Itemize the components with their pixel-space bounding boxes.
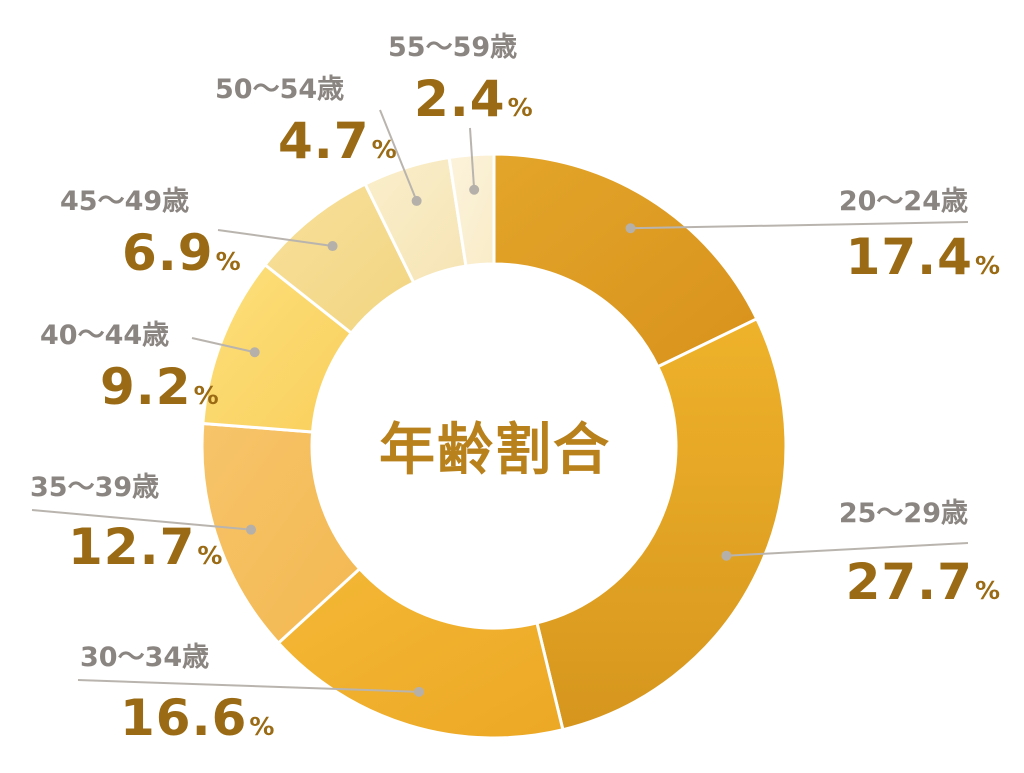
chart-title: 年齢割合 — [379, 418, 611, 483]
leader-line — [630, 221, 969, 230]
slice-label-50-54: 50〜54歳 — [215, 74, 345, 105]
donut-slice — [535, 316, 788, 732]
leader-line — [77, 679, 420, 693]
slice-label-25-29: 25〜29歳 — [838, 498, 968, 529]
leader-dot — [469, 184, 480, 195]
leader-dot — [625, 223, 636, 234]
leader-dot — [721, 550, 732, 561]
slice-value-45-49: 6.9% — [122, 224, 241, 282]
leader-dot — [414, 686, 425, 697]
leader-dot — [327, 241, 338, 252]
leader-dot — [245, 524, 256, 535]
slice-label-40-44: 40〜44歳 — [40, 320, 170, 351]
slice-value-55-59: 2.4% — [414, 70, 533, 128]
slice-value-35-39: 12.7% — [68, 518, 223, 576]
slice-value-50-54: 4.7% — [278, 112, 397, 170]
donut-slice — [447, 152, 496, 268]
leader-line — [191, 337, 255, 354]
slice-value-40-44: 9.2% — [100, 358, 219, 416]
slice-label-30-34: 30〜34歳 — [80, 642, 210, 673]
leader-dot — [411, 195, 422, 206]
leader-line — [217, 229, 333, 248]
leader-line — [379, 109, 418, 202]
leader-line — [31, 509, 252, 531]
leader-line — [469, 127, 476, 190]
slice-value-25-29: 27.7% — [845, 553, 1000, 611]
slice-label-20-24: 20〜24歳 — [838, 186, 968, 217]
donut-slice — [492, 152, 759, 369]
slice-label-55-59: 55〜59歳 — [388, 32, 518, 63]
slice-label-35-39: 35〜39歳 — [30, 472, 160, 503]
slice-value-30-34: 16.6% — [120, 689, 275, 747]
leader-line — [726, 542, 969, 557]
slice-label-45-49: 45〜49歳 — [60, 186, 190, 217]
leader-dot — [249, 347, 260, 358]
slice-value-20-24: 17.4% — [845, 228, 1000, 286]
